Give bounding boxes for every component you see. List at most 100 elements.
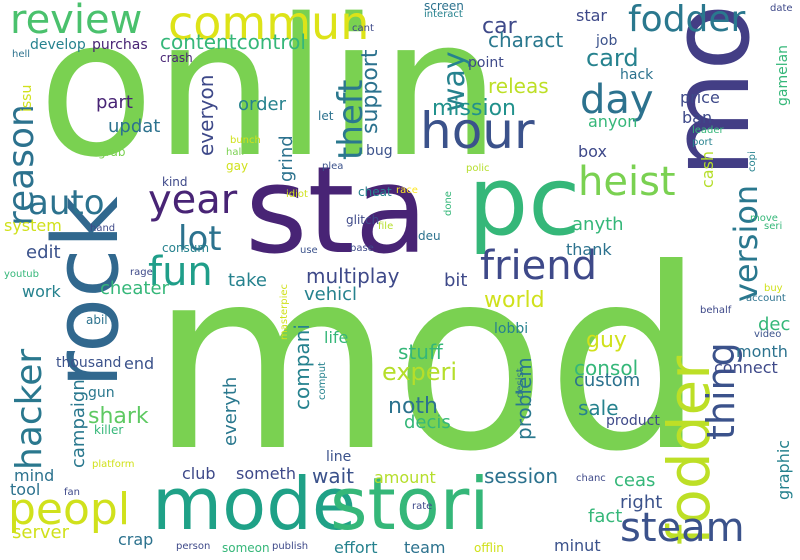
word-platform: platform xyxy=(92,459,135,470)
word-youtub: youtub xyxy=(4,269,39,280)
word-use: use xyxy=(300,245,318,256)
word-plea: plea xyxy=(322,161,344,172)
word-end: end xyxy=(124,354,155,373)
word-card: card xyxy=(586,44,639,72)
word-behalf: behalf xyxy=(700,305,732,316)
word-star: star xyxy=(576,6,607,25)
word-graphic: graphic xyxy=(774,439,793,500)
word-experi: experi xyxy=(382,358,458,386)
word-commun: commun xyxy=(168,0,370,50)
word-contentcontrol: contentcontrol xyxy=(160,30,306,54)
word-steam: steam xyxy=(620,505,745,551)
word-bit: bit xyxy=(444,270,468,291)
word-fan: fan xyxy=(64,487,80,498)
word-cash: cash xyxy=(698,150,717,188)
word-chanc: chanc xyxy=(576,473,606,484)
word-everyon: everyon xyxy=(194,74,218,156)
word-pc: pc xyxy=(468,147,581,257)
word-interact: interact xyxy=(424,9,463,20)
word-part: part xyxy=(96,92,133,113)
word-box: box xyxy=(578,142,607,161)
word-masterpiec: masterpiec xyxy=(279,283,290,340)
word-month: month xyxy=(736,342,788,361)
word-killer: killer xyxy=(94,423,124,437)
word-guy: guy xyxy=(586,328,627,353)
word-dec: dec xyxy=(758,314,791,335)
word-develop: develop xyxy=(30,37,86,53)
word-race: race xyxy=(396,185,418,196)
word-gamelan: gamelan xyxy=(775,44,791,106)
word-fact: fact xyxy=(588,506,623,527)
word-port: port xyxy=(692,137,713,148)
word-anyon: anyon xyxy=(588,112,638,131)
word-half: half xyxy=(226,147,245,158)
word-purchas: purchas xyxy=(92,37,148,53)
word-auto: auto xyxy=(28,183,105,223)
word-vehicl: vehicl xyxy=(304,284,358,305)
word-anyth: anyth xyxy=(572,214,624,235)
word-grind: grind xyxy=(276,135,297,182)
word-abil: abil xyxy=(86,313,108,327)
word-mind: mind xyxy=(14,466,55,485)
word-day: day xyxy=(580,77,654,123)
word-base: base xyxy=(350,243,374,254)
word-copi: copi xyxy=(747,151,758,172)
word-right: right xyxy=(620,492,663,513)
word-deu: deu xyxy=(418,229,441,243)
word-issu: issu xyxy=(19,84,35,112)
word-mode: mode xyxy=(152,462,357,546)
word-work: work xyxy=(22,282,61,301)
word-person: person xyxy=(176,541,211,552)
word-support: support xyxy=(358,49,383,134)
word-video: video xyxy=(754,329,782,340)
word-compani: compani xyxy=(290,324,314,410)
word-point: point xyxy=(468,55,504,71)
word-world: world xyxy=(484,288,545,313)
word-club: club xyxy=(182,464,216,483)
word-year: year xyxy=(148,177,238,223)
word-crash: crash xyxy=(160,51,193,65)
word-lot: lot xyxy=(178,219,222,259)
word-system: system xyxy=(4,216,62,235)
word-move: move xyxy=(750,213,778,224)
word-ceas: ceas xyxy=(614,470,656,491)
word-updat: updat xyxy=(108,116,161,137)
word-someth: someth xyxy=(236,464,296,483)
word-take: take xyxy=(228,270,267,291)
word-mission: mission xyxy=(432,96,516,121)
word-heist: heist xyxy=(578,159,676,205)
word-gun: gun xyxy=(88,385,115,401)
word-account: account xyxy=(746,293,786,304)
word-version: version xyxy=(727,184,765,302)
word-cheater: cheater xyxy=(100,278,169,299)
word-team: team xyxy=(404,538,446,557)
word-desist: desist xyxy=(515,368,526,398)
word-order: order xyxy=(238,94,286,115)
word-line: line xyxy=(326,449,352,465)
word-date: date xyxy=(770,3,793,14)
word-crap: crap xyxy=(118,530,154,549)
word-ban: ban xyxy=(682,108,713,127)
word-rage: rage xyxy=(130,267,153,278)
word-cheat: cheat xyxy=(358,185,392,199)
word-server: server xyxy=(12,522,69,543)
word-everyth: everyth xyxy=(220,376,241,446)
word-glitch: glitch xyxy=(346,213,380,227)
word-bug: bug xyxy=(366,143,393,159)
word-lobbi: lobbi xyxy=(494,321,529,337)
word-multiplay: multiplay xyxy=(306,264,400,288)
word-bunch: bunch xyxy=(230,135,261,146)
word-buy: buy xyxy=(764,283,783,294)
word-leader: leader xyxy=(692,125,724,136)
word-mod: mod xyxy=(150,215,706,506)
word-gay: gay xyxy=(226,159,249,173)
word-publish: publish xyxy=(272,541,309,552)
word-product: product xyxy=(606,413,660,429)
word-done: done xyxy=(443,191,454,216)
word-thank: thank xyxy=(566,240,612,259)
word-noth: noth xyxy=(388,394,438,419)
word-session: session xyxy=(484,464,559,488)
word-friend: friend xyxy=(480,243,597,289)
word-connect: connect xyxy=(714,358,778,377)
word-cant: cant xyxy=(352,23,374,34)
